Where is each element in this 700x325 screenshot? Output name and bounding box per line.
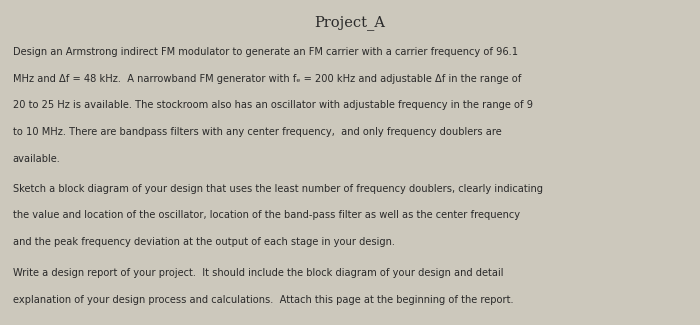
- Text: Write a design report of your project.  It should include the block diagram of y: Write a design report of your project. I…: [13, 268, 503, 278]
- Text: and the peak frequency deviation at the output of each stage in your design.: and the peak frequency deviation at the …: [13, 237, 395, 247]
- Text: Project_A: Project_A: [314, 15, 386, 30]
- Text: the value and location of the oscillator, location of the band-pass filter as we: the value and location of the oscillator…: [13, 210, 519, 220]
- Text: Sketch a block diagram of your design that uses the least number of frequency do: Sketch a block diagram of your design th…: [13, 184, 542, 194]
- Text: 20 to 25 Hz is available. The stockroom also has an oscillator with adjustable f: 20 to 25 Hz is available. The stockroom …: [13, 100, 533, 110]
- Text: explanation of your design process and calculations.  Attach this page at the be: explanation of your design process and c…: [13, 295, 513, 305]
- Text: Design an Armstrong indirect FM modulator to generate an FM carrier with a carri: Design an Armstrong indirect FM modulato…: [13, 47, 518, 57]
- Text: MHz and Δf = 48 kHz.  A narrowband FM generator with fₑ = 200 kHz and adjustable: MHz and Δf = 48 kHz. A narrowband FM gen…: [13, 74, 521, 84]
- Text: to 10 MHz. There are bandpass filters with any center frequency,  and only frequ: to 10 MHz. There are bandpass filters wi…: [13, 127, 501, 137]
- Text: available.: available.: [13, 154, 60, 164]
